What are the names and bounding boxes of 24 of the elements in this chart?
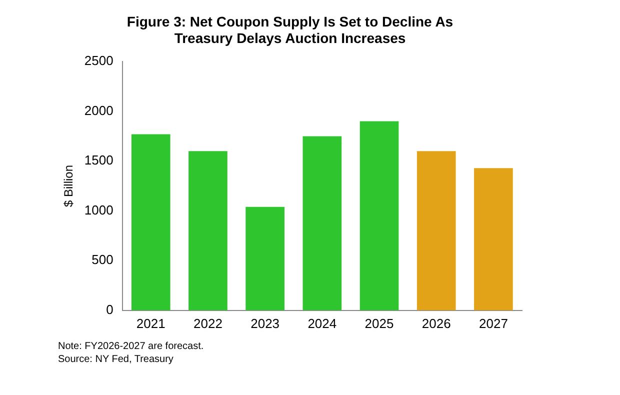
y-tick-label: 1000 — [84, 202, 114, 218]
bar — [246, 206, 284, 310]
bar — [302, 136, 342, 310]
bar — [474, 168, 513, 310]
bar — [188, 151, 228, 310]
x-tick-label: 2022 — [194, 316, 222, 331]
x-tick-label: 2027 — [478, 316, 508, 331]
y-tick-label: 1500 — [84, 152, 114, 168]
y-tick-label: 0 — [106, 302, 114, 317]
x-tick-label: 2021 — [136, 316, 166, 331]
bar — [360, 121, 399, 310]
source-note: Source: NY Fed, Treasury — [58, 353, 174, 366]
x-tick-label: 2023 — [250, 316, 280, 331]
bar — [131, 134, 170, 310]
y-axis-title: $ Billion — [62, 164, 76, 208]
x-tick-label: 2024 — [308, 316, 337, 331]
x-tick-label: 2025 — [364, 316, 394, 331]
y-tick-label: 500 — [92, 252, 114, 268]
bar — [416, 151, 456, 310]
y-tick-label: 2000 — [84, 102, 114, 118]
x-tick-label: 2026 — [422, 316, 451, 331]
chart-title: Figure 3: Net Coupon Supply Is Set to Decline As Treasury Delays Auction Increases — [126, 13, 454, 46]
text: Note: FY2026-2027 are forecast. — [58, 340, 205, 353]
y-tick-label: 2500 — [84, 53, 114, 68]
